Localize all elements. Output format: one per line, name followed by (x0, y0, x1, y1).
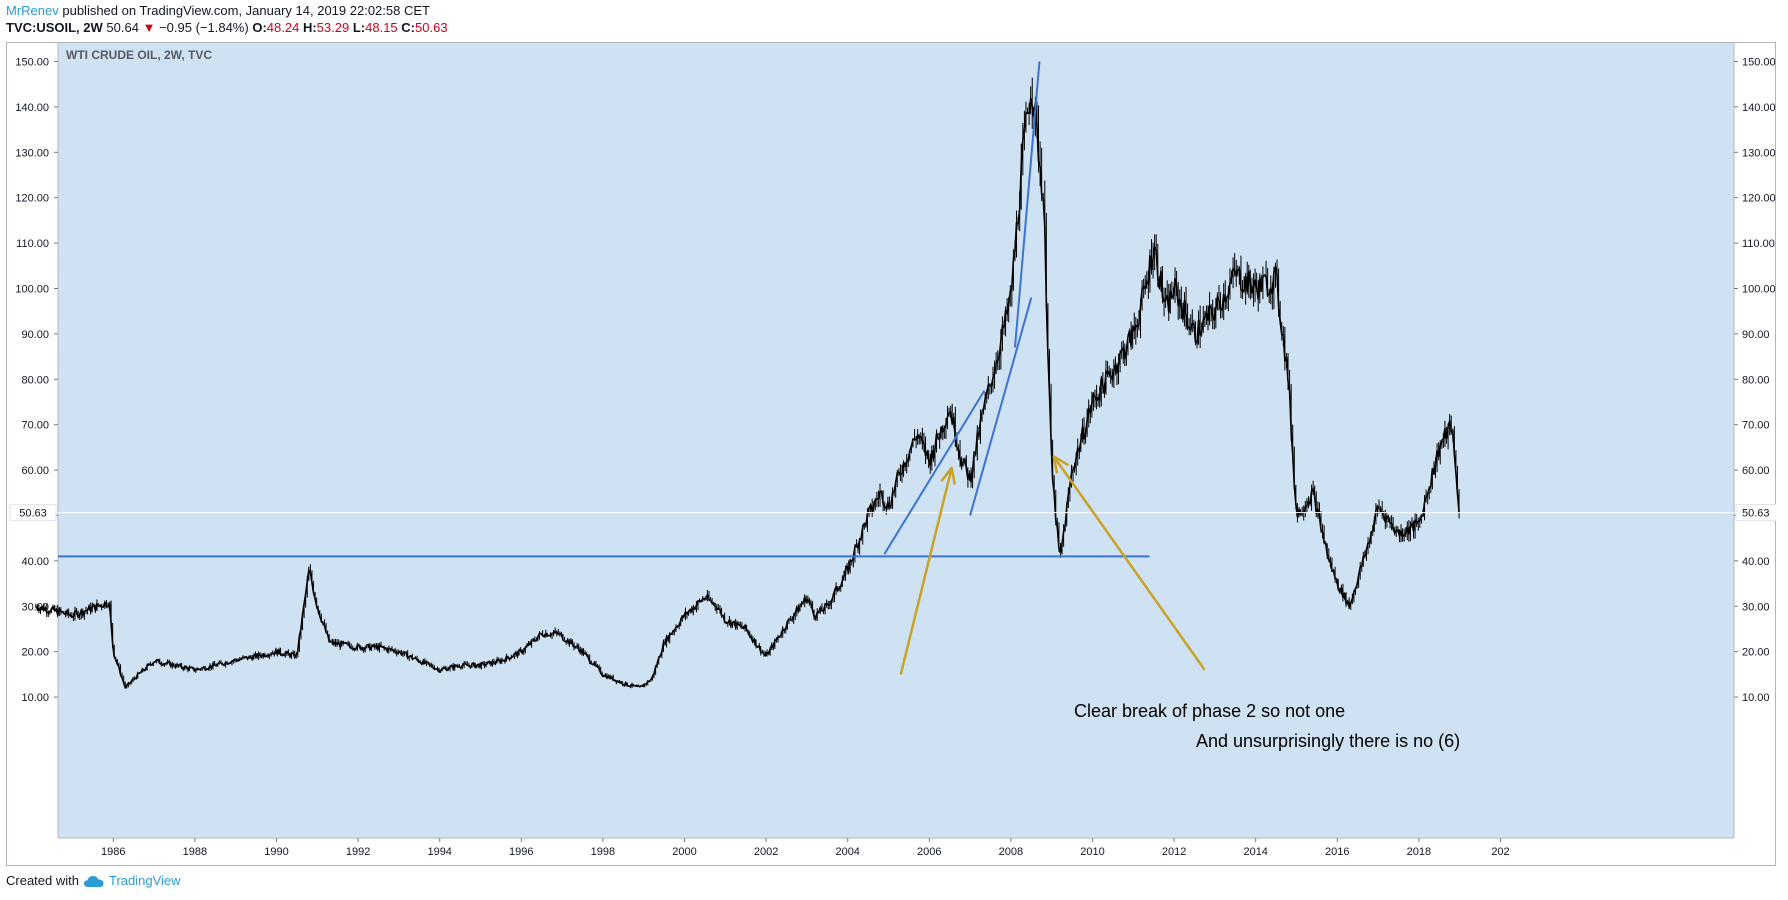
last-price-marker (9, 504, 57, 522)
x-tick-label: 2002 (754, 846, 778, 858)
x-tick-label: 2004 (835, 846, 859, 858)
x-tick-label: 2006 (917, 846, 941, 858)
author-link[interactable]: MrRenev (6, 3, 59, 18)
y-tick-label: 20.00 (1742, 647, 1770, 659)
trendline-phase-3 (1013, 61, 1041, 348)
y-tick-label: 110.00 (1742, 238, 1775, 250)
x-tick-label: 1992 (346, 846, 370, 858)
chart-title: WTI CRUDE OIL, 2W, TVC (66, 48, 212, 62)
open-value: 48.24 (266, 20, 300, 35)
annotation-text-2: And unsurprisingly there is no (6) (1196, 731, 1460, 751)
y-tick-label: 110.00 (16, 238, 49, 250)
price-line (35, 98, 1460, 689)
price-chart[interactable]: WTI CRUDE OIL, 2W, TVC 10.00 20.00 30.00 40… (6, 42, 1776, 866)
x-tick-label: 2008 (999, 846, 1023, 858)
created-with-label: Created with (6, 873, 79, 888)
high-label: H: (302, 20, 317, 35)
low-label: L: (352, 20, 366, 35)
x-tick-label: 2010 (1080, 846, 1104, 858)
x-tick-label: 1994 (427, 846, 451, 858)
x-tick-label: 1986 (101, 846, 125, 858)
close-value: 50.63 (415, 20, 448, 35)
y-tick-label: 10.00 (21, 692, 49, 704)
annotation-arrow-crash-head (1052, 455, 1069, 474)
y-tick-label: 60.00 (21, 465, 49, 477)
y-tick-label: 130.00 (1742, 147, 1776, 159)
y-tick-label: 70.00 (1742, 420, 1770, 432)
y-tick-label: 60.00 (1742, 465, 1770, 477)
tradingview-cloud-icon (83, 875, 104, 887)
y-tick-label: 30.00 (1742, 601, 1770, 613)
low-value: 48.15 (365, 20, 398, 35)
y-tick-label: 90.00 (21, 329, 49, 341)
y-tick-label: 40.00 (21, 556, 49, 568)
y-tick-label: 70.00 (21, 420, 49, 432)
annotation-arrow-phase-2 (899, 467, 953, 675)
x-tick-label: 2018 (1407, 846, 1431, 858)
annotation-text-1: Clear break of phase 2 so not one (1074, 701, 1345, 721)
y-tick-label: 100.00 (15, 284, 49, 296)
x-tick-label: 1998 (591, 846, 615, 858)
y-tick-label: 40.00 (1742, 556, 1770, 568)
trendline-phase-1 (883, 390, 986, 555)
y-tick-label: 140.00 (15, 102, 49, 114)
y-tick-label: 120.00 (1742, 193, 1776, 205)
publish-info: published on TradingView.com, January 14… (58, 3, 430, 18)
x-tick-label: 2014 (1243, 846, 1267, 858)
x-tick-label: 2000 (672, 846, 696, 858)
publish-line: MrRenev published on TradingView.com, Ja… (6, 3, 430, 18)
x-tick-label: 202 (1491, 846, 1509, 858)
footer: Created with TradingView (6, 873, 181, 888)
last-price-marker (1735, 504, 1776, 522)
plot-area (58, 43, 1734, 838)
symbol-label: TVC:USOIL, 2W (6, 20, 103, 35)
y-tick-label: 150.00 (1742, 57, 1776, 69)
annotation-arrow-phase-2-head (940, 466, 956, 485)
y-tick-label: 140.00 (1742, 102, 1776, 114)
close-label: C: (401, 20, 416, 35)
y-tick-label: 80.00 (21, 374, 49, 386)
x-tick-label: 1996 (509, 846, 533, 858)
high-value: 53.29 (316, 20, 350, 35)
y-tick-label: 10.00 (1742, 692, 1770, 704)
y-tick-label: 150.00 (15, 57, 49, 69)
x-tick-label: 1988 (183, 846, 207, 858)
open-label: O: (252, 20, 267, 35)
x-tick-label: 2016 (1325, 846, 1349, 858)
y-tick-label: 100.00 (1742, 284, 1776, 296)
x-tick-label: 1990 (264, 846, 288, 858)
last-price-label-right: 50.63 (1742, 508, 1770, 520)
trendline-phase-2 (969, 297, 1033, 516)
y-tick-label: 80.00 (1742, 374, 1770, 386)
y-tick-label: 120.00 (15, 193, 49, 205)
down-arrow-icon: ▼ (142, 20, 156, 35)
tradingview-link[interactable]: TradingView (108, 873, 181, 888)
ohlc-line: TVC:USOIL, 2W 50.64 ▼ −0.95 (−1.84%) O:4… (6, 20, 448, 35)
y-tick-label: 20.00 (21, 647, 49, 659)
y-tick-label: 130.00 (15, 147, 49, 159)
last-price-label-left: 50.63 (19, 508, 47, 520)
price-change: −0.95 (−1.84%) (159, 20, 249, 35)
last-price: 50.64 (106, 20, 139, 35)
annotation-arrow-crash (1052, 455, 1206, 671)
y-tick-label: 90.00 (1742, 329, 1770, 341)
x-tick-label: 2012 (1162, 846, 1186, 858)
